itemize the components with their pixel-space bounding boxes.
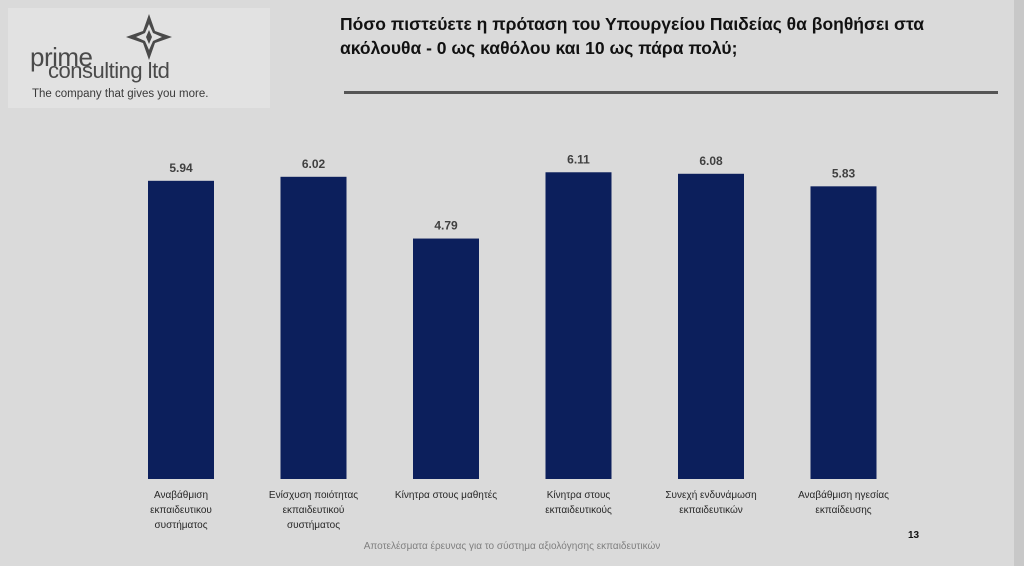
logo-brand-top: prime [30,42,93,72]
bar-6 [810,186,877,480]
category-label-2: Ενίσχυση ποιότητας εκπαιδευτικού συστήματο… [269,489,358,531]
bar-3 [413,238,479,479]
bar-5 [678,173,744,479]
category-label-4: Κίνητρα στους εκπαιδευτικούς [545,489,612,516]
bar-1 [148,180,214,479]
slide-edge [1014,0,1024,566]
category-label-3: Κίνητρα στους μαθητές [395,489,497,501]
logo-brand-bottom: consulting ltd [48,58,170,83]
category-label-6: Αναβάθμιση ηγεσίας εκπαίδευσης [798,489,889,516]
bar-4 [545,172,612,479]
logo-tagline: The company that gives you more. [32,88,209,100]
data-label-5: 6.08 [699,154,723,168]
category-label-1: Αναβάθμιση εκπαιδευτικου συστήματος [150,489,212,531]
data-label-2: 6.02 [302,157,326,171]
company-logo: prime consulting ltd The company that gi… [8,8,270,108]
page-number: 13 [908,530,920,541]
chart-title: Πόσο πιστεύετε η πρόταση του Υπουργείου … [340,14,925,58]
star-knot-icon [126,14,172,60]
data-label-6: 5.83 [832,166,856,180]
data-label-3: 4.79 [434,219,458,233]
data-label-4: 6.11 [567,152,590,166]
footer-caption: Αποτελέσματα έρευνας για το σύστημα αξιο… [363,541,661,552]
title-divider [344,91,998,94]
category-label-5: Συνεχή ενδυνάμωση εκπαιδευτικών [665,489,756,516]
bar-2 [280,176,347,479]
data-label-1: 5.94 [169,161,193,175]
